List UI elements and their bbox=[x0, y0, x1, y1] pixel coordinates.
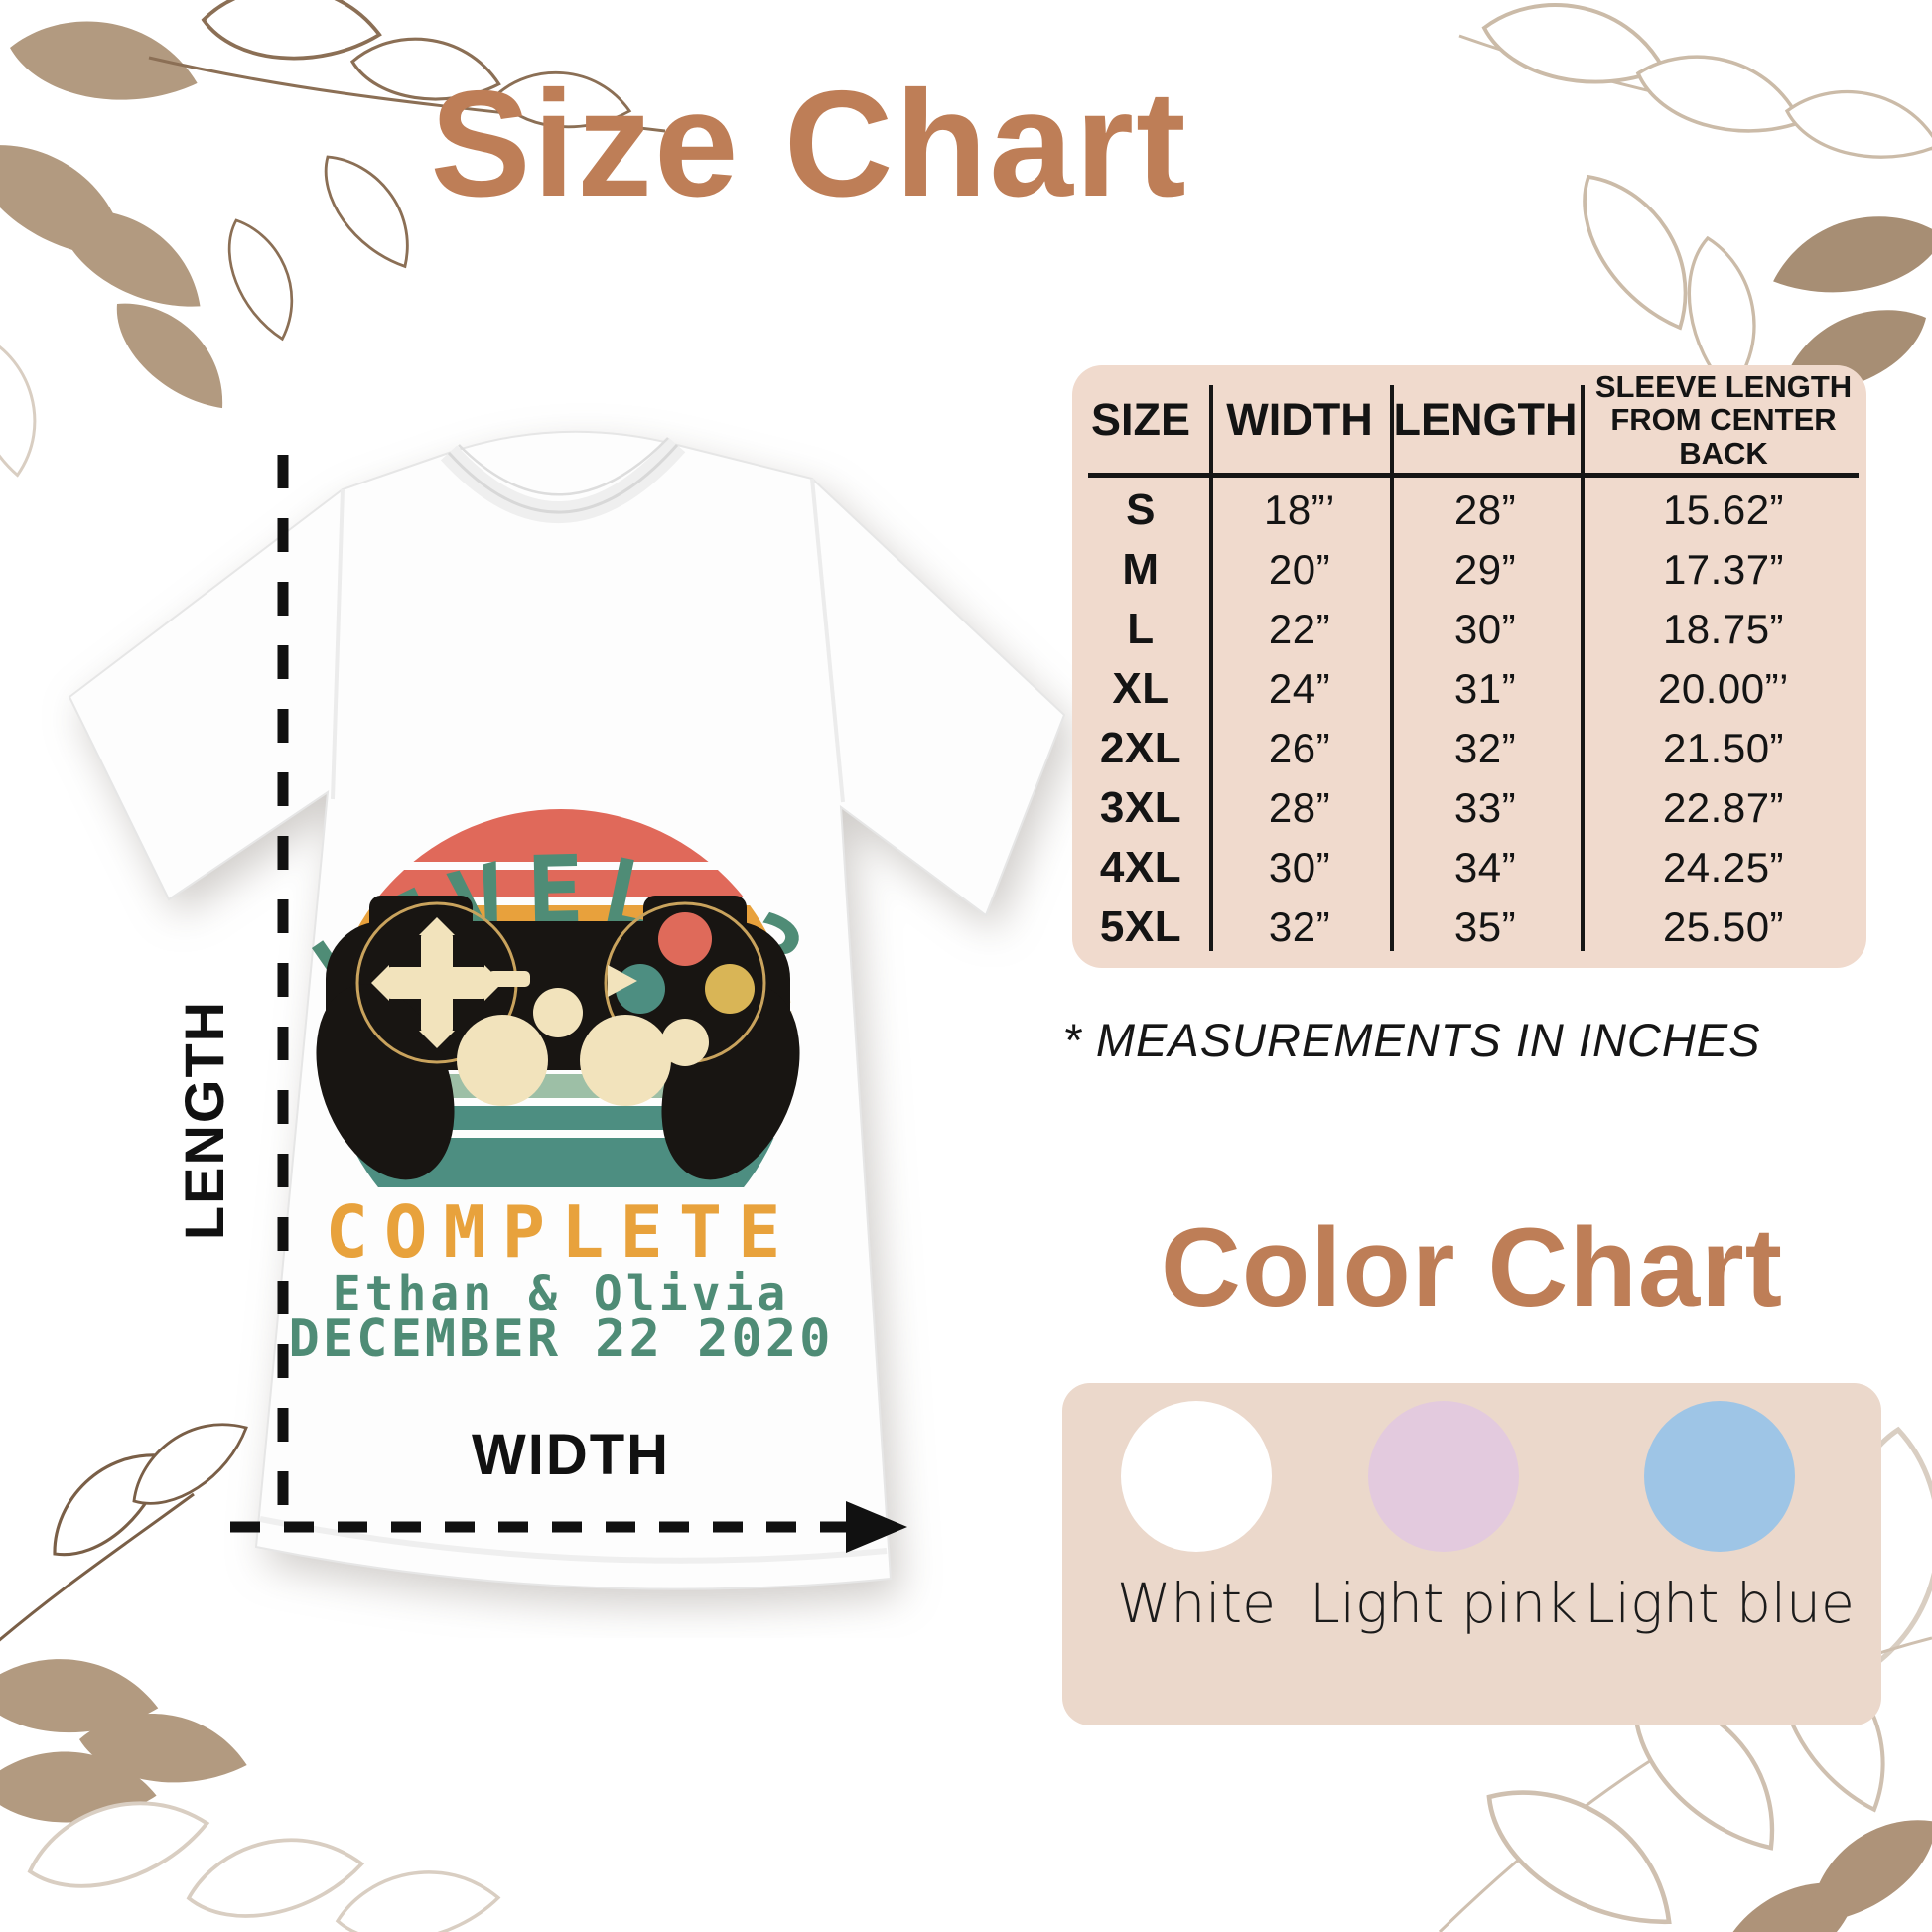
swatch-label: White bbox=[1117, 1572, 1276, 1635]
table-row: 20” bbox=[1268, 546, 1331, 593]
size-chart-title: Size Chart bbox=[430, 60, 1188, 228]
width-arrow-icon bbox=[846, 1501, 907, 1553]
measurement-guides: LENGTH WIDTH bbox=[173, 455, 907, 1553]
leaf-branch-top-right bbox=[1458, 0, 1932, 1676]
table-row: 30” bbox=[1453, 606, 1517, 652]
print-date-text: DECEMBER 22 2020 bbox=[289, 1310, 834, 1369]
table-row: 2XL bbox=[1099, 724, 1182, 772]
swatch-label: Light blue bbox=[1585, 1572, 1855, 1635]
table-row: L bbox=[1127, 605, 1155, 653]
print-complete-text: COMPLETE bbox=[326, 1190, 797, 1274]
leaf-branch-top-left bbox=[0, 0, 666, 483]
header-length: LENGTH bbox=[1393, 394, 1578, 445]
table-divider bbox=[1390, 385, 1394, 951]
header-underline bbox=[1088, 473, 1859, 478]
tshirt-collar bbox=[259, 437, 888, 1564]
table-row: 5XL bbox=[1099, 902, 1182, 951]
table-row: 32” bbox=[1453, 725, 1517, 771]
size-table-body: S 18”’ 28” 15.62” M 20” 29” 17.37” L 22” 30” 18.75”… bbox=[1072, 475, 1866, 957]
swatch-label: Light pink bbox=[1310, 1572, 1578, 1635]
swatch-circle bbox=[1644, 1401, 1795, 1552]
table-divider bbox=[1581, 385, 1585, 951]
table-row: 20.00”’ bbox=[1658, 665, 1789, 712]
table-row: 30” bbox=[1268, 844, 1331, 891]
tshirt-mockup: LEVEL 3 COMPLET bbox=[68, 430, 1066, 1590]
table-row: 18”’ bbox=[1263, 486, 1336, 533]
table-row: 24.25” bbox=[1662, 844, 1785, 891]
table-row: 17.37” bbox=[1662, 546, 1785, 593]
header-width: WIDTH bbox=[1226, 394, 1373, 445]
table-row: S bbox=[1126, 485, 1156, 534]
table-row: 32” bbox=[1268, 903, 1331, 950]
color-swatch-light-blue: Light blue bbox=[1585, 1401, 1855, 1635]
table-row: 35” bbox=[1453, 903, 1517, 950]
table-row: 4XL bbox=[1099, 843, 1182, 892]
size-table-header: SIZE WIDTH LENGTH SLEEVE LENGTH FROM CEN… bbox=[1072, 365, 1866, 475]
header-sleeve-length: SLEEVE LENGTH FROM CENTER BACK bbox=[1594, 368, 1853, 471]
table-row: 22” bbox=[1268, 606, 1331, 652]
table-row: 33” bbox=[1453, 784, 1517, 831]
color-chart-panel: White Light pink Light blue bbox=[1062, 1383, 1881, 1725]
table-row: 18.75” bbox=[1662, 606, 1785, 652]
table-row: 34” bbox=[1453, 844, 1517, 891]
swatch-circle bbox=[1121, 1401, 1272, 1552]
color-swatch-light-pink: Light pink bbox=[1310, 1401, 1578, 1635]
color-swatch-white: White bbox=[1077, 1401, 1315, 1635]
table-row: 28” bbox=[1268, 784, 1331, 831]
table-row: XL bbox=[1112, 664, 1170, 713]
width-label: WIDTH bbox=[472, 1423, 670, 1487]
color-chart-title: Color Chart bbox=[1161, 1205, 1783, 1329]
leaf-branch-bottom-left bbox=[0, 1403, 503, 1932]
swatch-circle bbox=[1368, 1401, 1519, 1552]
size-table: SIZE WIDTH LENGTH SLEEVE LENGTH FROM CEN… bbox=[1072, 365, 1866, 968]
table-row: 22.87” bbox=[1662, 784, 1785, 831]
measurements-note: * MEASUREMENTS IN INCHES bbox=[1062, 1014, 1761, 1066]
table-row: 28” bbox=[1453, 486, 1517, 533]
length-label: LENGTH bbox=[173, 1000, 235, 1240]
table-row: M bbox=[1122, 545, 1160, 594]
game-controller-icon bbox=[316, 896, 800, 1180]
table-row: 25.50” bbox=[1662, 903, 1785, 950]
table-row: 29” bbox=[1453, 546, 1517, 593]
table-row: 31” bbox=[1453, 665, 1517, 712]
table-row: 3XL bbox=[1099, 783, 1182, 832]
table-row: 26” bbox=[1268, 725, 1331, 771]
table-row: 21.50” bbox=[1662, 725, 1785, 771]
header-size: SIZE bbox=[1090, 394, 1191, 445]
table-divider bbox=[1209, 385, 1213, 951]
print-names-text: Ethan & Olivia bbox=[333, 1266, 790, 1321]
table-row: 15.62” bbox=[1662, 486, 1785, 533]
table-row: 24” bbox=[1268, 665, 1331, 712]
